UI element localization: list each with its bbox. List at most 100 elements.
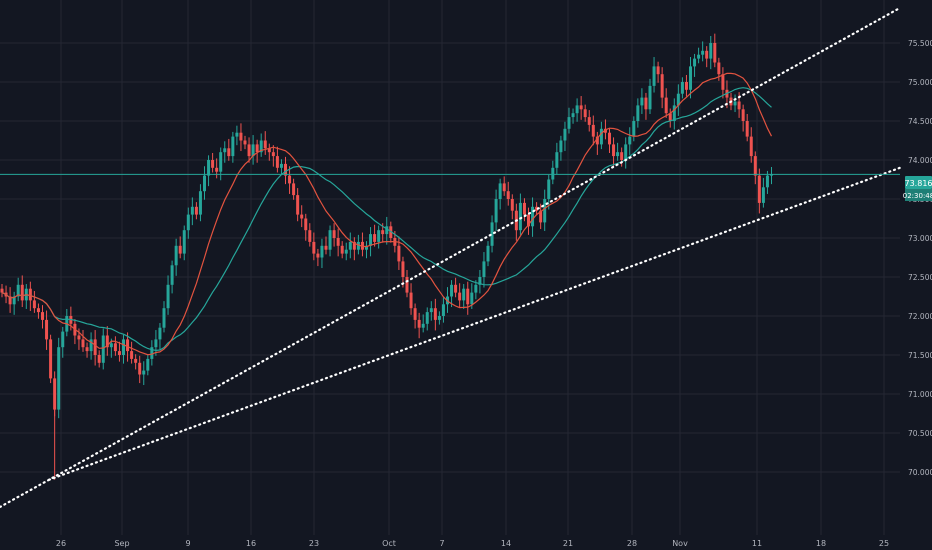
bearish-candle bbox=[97, 355, 101, 363]
current-price-badge-box bbox=[905, 176, 932, 189]
bullish-candle bbox=[198, 191, 202, 215]
bullish-candle bbox=[531, 206, 535, 227]
time-axis-label: 11 bbox=[752, 539, 762, 548]
bearish-candle bbox=[8, 296, 12, 305]
bearish-candle bbox=[263, 140, 267, 149]
bullish-candle bbox=[559, 140, 563, 153]
bearish-candle bbox=[117, 351, 121, 355]
trendline[interactable] bbox=[0, 6, 902, 509]
bearish-candle bbox=[539, 210, 543, 223]
bullish-candle bbox=[369, 234, 373, 246]
bearish-candle bbox=[85, 347, 89, 352]
fast-moving-average-line bbox=[1, 72, 773, 356]
slow-moving-average-line bbox=[1, 87, 772, 352]
bullish-candle bbox=[482, 261, 486, 277]
bullish-candle bbox=[628, 136, 632, 145]
bearish-candle bbox=[413, 308, 417, 320]
bullish-candle bbox=[425, 312, 429, 324]
bearish-candle bbox=[381, 230, 385, 235]
time-axis-label: 18 bbox=[816, 539, 826, 548]
bullish-candle bbox=[219, 152, 223, 172]
bullish-candle bbox=[170, 265, 174, 285]
trendline[interactable] bbox=[47, 166, 902, 481]
bearish-candle bbox=[247, 144, 251, 157]
bullish-candle bbox=[223, 148, 227, 153]
bearish-candle bbox=[717, 62, 721, 75]
bullish-candle bbox=[421, 323, 425, 328]
bearish-candle bbox=[227, 148, 231, 157]
bearish-candle bbox=[749, 136, 753, 157]
vertical-gridlines bbox=[60, 0, 885, 535]
bearish-candle bbox=[591, 124, 595, 137]
time-axis-label: 9 bbox=[185, 539, 190, 548]
bearish-candle bbox=[296, 195, 300, 215]
bullish-candle bbox=[279, 163, 283, 168]
bearish-candle bbox=[93, 339, 97, 355]
bearish-candle bbox=[308, 230, 312, 242]
bullish-candle bbox=[57, 347, 61, 410]
time-axis-label: 14 bbox=[501, 539, 511, 548]
bearish-candle bbox=[466, 288, 470, 305]
bullish-candle bbox=[551, 167, 555, 180]
bullish-candle bbox=[174, 245, 178, 266]
bullish-candle bbox=[518, 202, 522, 231]
bullish-candle bbox=[676, 93, 680, 106]
bullish-candle bbox=[235, 132, 239, 137]
bearish-candle bbox=[608, 132, 611, 145]
bearish-candle bbox=[721, 74, 725, 90]
bearish-candle bbox=[316, 253, 320, 258]
price-axis-label: 70.500 bbox=[908, 429, 932, 438]
price-axis-label: 74.500 bbox=[908, 117, 932, 126]
bearish-candle bbox=[20, 284, 24, 301]
bullish-candle bbox=[701, 50, 705, 55]
bearish-candle bbox=[522, 202, 526, 215]
bullish-candle bbox=[365, 245, 368, 250]
bearish-candle bbox=[373, 234, 377, 242]
current-price-label: 73.816 bbox=[905, 179, 932, 188]
time-axis-label: 7 bbox=[439, 539, 444, 548]
bullish-candle bbox=[158, 327, 162, 340]
price-axis-label: 72.500 bbox=[908, 273, 932, 282]
bullish-candle bbox=[543, 199, 547, 223]
bullish-candle bbox=[154, 339, 158, 348]
bullish-candle bbox=[567, 117, 571, 129]
bearish-candle bbox=[239, 132, 243, 141]
bearish-candle bbox=[113, 343, 117, 352]
bearish-candle bbox=[49, 339, 53, 379]
bearish-candle bbox=[656, 66, 660, 75]
bearish-candle bbox=[215, 167, 219, 172]
bullish-candle bbox=[555, 152, 559, 168]
bullish-candle bbox=[328, 230, 332, 250]
bullish-candle bbox=[624, 144, 628, 160]
bullish-candle bbox=[16, 284, 20, 297]
bearish-candle bbox=[352, 241, 356, 250]
bearish-candle bbox=[595, 136, 599, 145]
bullish-candle bbox=[344, 249, 348, 254]
bullish-candle bbox=[259, 140, 263, 153]
bullish-candle bbox=[640, 97, 644, 106]
bullish-candle bbox=[693, 58, 697, 67]
bearish-candle bbox=[138, 362, 142, 375]
bullish-candle bbox=[150, 347, 154, 359]
bullish-candle bbox=[146, 358, 150, 371]
bearish-candle bbox=[664, 97, 668, 114]
bearish-candle bbox=[194, 206, 198, 215]
bearish-candle bbox=[603, 128, 607, 133]
time-axis-label: Sep bbox=[114, 539, 129, 548]
bullish-candle bbox=[689, 66, 692, 90]
bullish-candle bbox=[470, 292, 474, 305]
bearish-candle bbox=[275, 156, 279, 168]
bearish-candle bbox=[433, 308, 437, 320]
bearish-candle bbox=[178, 245, 182, 254]
bullish-candle bbox=[648, 85, 652, 110]
bearish-candle bbox=[713, 43, 717, 63]
bearish-candle bbox=[745, 121, 749, 137]
channel-trendlines[interactable] bbox=[0, 6, 902, 509]
bullish-candle bbox=[474, 284, 478, 293]
bullish-candle bbox=[122, 339, 125, 355]
bearish-candle bbox=[312, 241, 316, 254]
time-axis[interactable]: 26 Sep 9 16 23 Oct 7 14 21 28 Nov 11 18 25 bbox=[56, 539, 889, 548]
bullish-candle bbox=[441, 304, 445, 316]
